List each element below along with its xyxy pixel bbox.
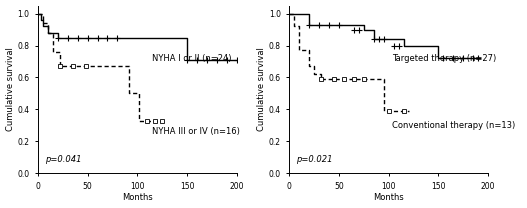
Text: Targeted therapy (n=27): Targeted therapy (n=27) [392, 54, 496, 63]
Text: NYHA III or IV (n=16): NYHA III or IV (n=16) [152, 127, 240, 136]
Text: p=0.041: p=0.041 [45, 155, 81, 164]
Text: p=0.021: p=0.021 [296, 155, 333, 164]
Text: Conventional therapy (n=13): Conventional therapy (n=13) [392, 121, 515, 130]
Y-axis label: Cumulative survival: Cumulative survival [6, 47, 15, 131]
Text: NYHA I or II (n=24): NYHA I or II (n=24) [152, 54, 232, 63]
X-axis label: Months: Months [373, 193, 404, 202]
X-axis label: Months: Months [122, 193, 153, 202]
Y-axis label: Cumulative survival: Cumulative survival [257, 47, 266, 131]
